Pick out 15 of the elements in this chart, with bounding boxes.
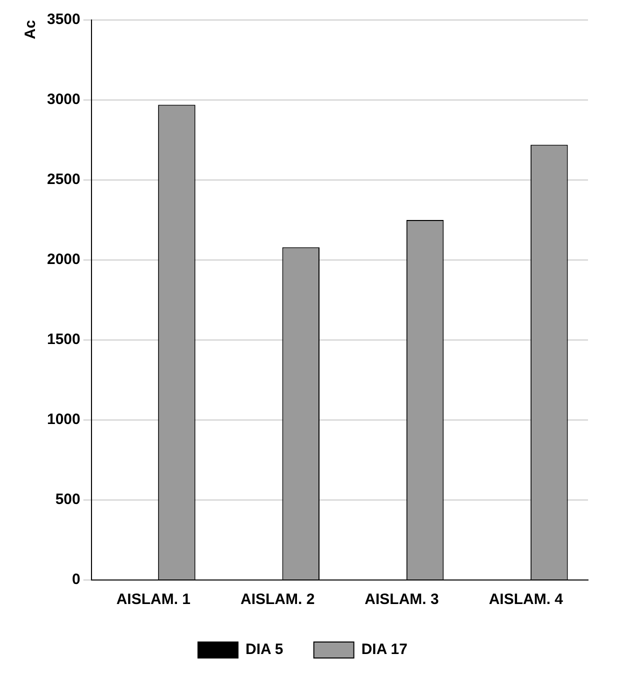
- y-tick-label: 1500: [46, 331, 80, 348]
- y-axis-title: Ac: [22, 20, 40, 40]
- y-tick-label: 0: [72, 571, 80, 588]
- x-tick-label: AISLAM. 4: [488, 591, 564, 608]
- x-tick-label: AISLAM. 3: [364, 591, 439, 608]
- y-tick-label: 500: [55, 491, 80, 508]
- y-tick-label: 3000: [46, 91, 80, 108]
- legend-label: DIA 5: [245, 641, 284, 658]
- legend-label: DIA 17: [361, 641, 408, 658]
- y-tick-label: 2500: [46, 171, 80, 188]
- y-tick-label: 3500: [46, 11, 80, 28]
- x-tick-label: AISLAM. 2: [240, 591, 315, 608]
- y-tick-label: 1000: [46, 411, 80, 428]
- y-tick-label: 2000: [46, 251, 80, 268]
- x-tick-label: AISLAM. 1: [116, 591, 191, 608]
